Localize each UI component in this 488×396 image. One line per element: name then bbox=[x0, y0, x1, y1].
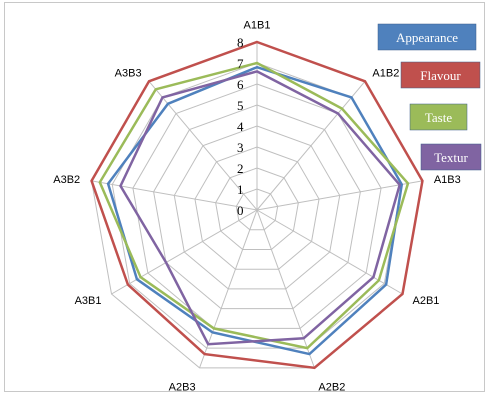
series-group bbox=[90, 40, 424, 370]
legend-swatch bbox=[409, 103, 468, 131]
spoke bbox=[148, 80, 258, 211]
grid-ring bbox=[194, 146, 320, 270]
tick-label: 4 bbox=[237, 119, 244, 134]
tick-label: 3 bbox=[237, 140, 244, 155]
series-textur bbox=[119, 70, 402, 346]
tick-labels: 0 1 2 3 4 5 6 7 8 bbox=[237, 35, 244, 218]
legend-label: Flavour bbox=[420, 68, 461, 83]
category-label: A2B1 bbox=[412, 295, 439, 307]
legend-swatch bbox=[420, 143, 482, 171]
tick-label: 2 bbox=[237, 161, 244, 176]
tick-label: 1 bbox=[237, 182, 244, 197]
spoke bbox=[256, 180, 423, 211]
category-label: A1B1 bbox=[244, 19, 271, 31]
series-flavour bbox=[90, 40, 424, 370]
tick-label: 6 bbox=[237, 77, 244, 92]
series-taste bbox=[98, 61, 410, 350]
grid-ring bbox=[215, 167, 299, 250]
grid-ring bbox=[153, 104, 361, 310]
tick-label: 5 bbox=[237, 98, 244, 113]
spoke bbox=[91, 180, 258, 211]
category-label: A2B3 bbox=[169, 382, 196, 394]
legend: Appearance Flavour Taste Textur bbox=[377, 23, 482, 171]
category-label: A1B2 bbox=[372, 67, 399, 79]
spoke bbox=[256, 80, 366, 211]
category-label: A1B3 bbox=[434, 174, 461, 186]
tick-label: 0 bbox=[237, 203, 244, 218]
category-labels: A1B1 A1B2 A1B3 A2B1 A2B2 A2B3 A3B1 A3B2 A3B3 bbox=[53, 19, 460, 393]
spoke bbox=[111, 209, 258, 295]
spoke bbox=[256, 209, 315, 369]
category-label: A3B2 bbox=[53, 174, 80, 186]
legend-label: Textur bbox=[434, 150, 468, 165]
legend-label: Taste bbox=[425, 110, 452, 125]
series-appearance bbox=[106, 65, 404, 356]
tick-label: 8 bbox=[237, 35, 244, 50]
category-label: A3B1 bbox=[75, 295, 102, 307]
tick-label: 7 bbox=[237, 56, 244, 71]
legend-swatch bbox=[377, 23, 477, 51]
grid bbox=[91, 41, 423, 369]
category-label: A3B3 bbox=[115, 67, 142, 79]
spoke bbox=[199, 209, 258, 369]
legend-label: Appearance bbox=[396, 30, 458, 45]
legend-swatch bbox=[400, 61, 481, 89]
category-label: A2B2 bbox=[318, 382, 345, 394]
grid-ring bbox=[132, 83, 382, 329]
grid-ring bbox=[173, 125, 341, 290]
grid-ring bbox=[235, 188, 279, 231]
